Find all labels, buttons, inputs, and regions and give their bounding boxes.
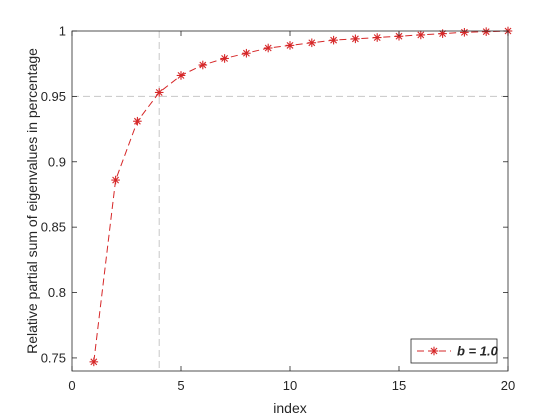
y-tick-label: 0.75: [41, 350, 66, 365]
data-point: [351, 34, 360, 44]
plot-frame: [71, 30, 509, 372]
x-tick-label: 15: [392, 378, 406, 393]
data-point: [111, 175, 120, 185]
data-point: [438, 29, 447, 38]
data-point: [154, 88, 164, 97]
data-point: [285, 41, 295, 50]
axes-box: [71, 30, 509, 372]
data-point: [416, 30, 426, 40]
legend-box: [410, 338, 498, 364]
data-point: [176, 71, 186, 80]
data-point: [89, 357, 99, 367]
data-point: [198, 60, 208, 70]
y-tick-label: 1: [59, 24, 66, 39]
legend-label: b = 1.0: [457, 344, 499, 359]
data-point: [263, 43, 273, 53]
y-axis-label: Relative partial sum of eigenvalues in p…: [24, 48, 40, 354]
x-axis-label: index: [273, 400, 306, 416]
series-line: [93, 30, 509, 362]
series-layer: [89, 26, 513, 367]
reference-lines: [72, 31, 508, 371]
y-tick-label: 0.8: [48, 285, 66, 300]
x-tick-label: 5: [177, 378, 184, 393]
legend-marker: [429, 346, 439, 356]
data-point: [220, 54, 229, 63]
data-point: [372, 33, 382, 42]
y-axis-ticks: 0.75 0.8 0.85 0.9 0.95 1: [41, 24, 508, 365]
y-tick-label: 0.9: [48, 154, 66, 169]
data-point: [481, 27, 491, 36]
data-point: [307, 38, 317, 48]
y-tick-label: 0.95: [41, 89, 66, 104]
legend: b = 1.0: [410, 338, 499, 364]
data-point: [242, 48, 251, 58]
x-axis-ticks: 0 5 10 15 20: [68, 31, 515, 393]
y-tick-label: 0.85: [41, 220, 66, 235]
x-tick-label: 20: [501, 378, 515, 393]
x-tick-label: 10: [283, 378, 297, 393]
data-point: [133, 116, 142, 126]
data-point: [460, 28, 469, 37]
data-point: [329, 35, 338, 45]
x-tick-label: 0: [68, 378, 75, 393]
